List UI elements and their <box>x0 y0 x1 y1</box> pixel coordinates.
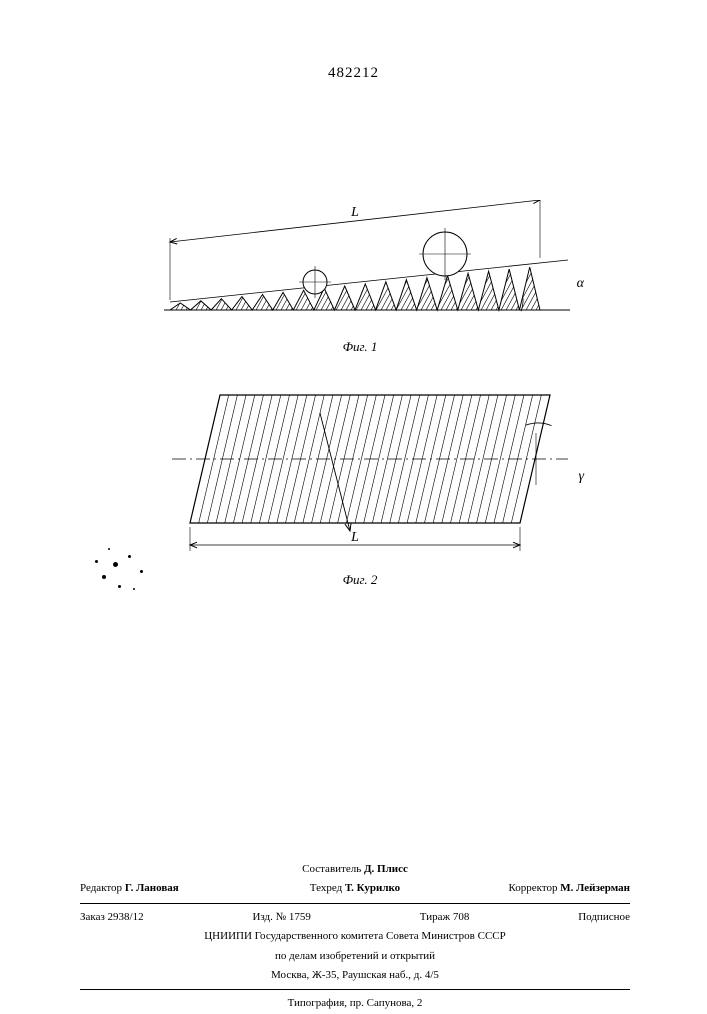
org-line-1: ЦНИИПИ Государственного комитета Совета … <box>80 927 630 946</box>
techred-label: Техред <box>310 882 342 894</box>
compiler-line: Составитель Д. Плисс <box>80 860 630 879</box>
page-root: 482212 L α Фиг. 1 L γ Фиг. 2 Составитель… <box>0 0 707 1000</box>
pubinfo-row: Заказ 2938/12 Изд. № 1759 Тираж 708 Подп… <box>80 908 630 927</box>
editor-cell: Редактор Г. Лановая <box>80 881 263 896</box>
rule-1 <box>80 903 630 904</box>
rule-2 <box>80 989 630 990</box>
figure-2: L γ <box>140 373 580 568</box>
order-number: Заказ 2938/12 <box>80 910 144 925</box>
techred-name: Т. Курилко <box>345 882 400 894</box>
tirazh-number: Тираж 708 <box>420 910 470 925</box>
printer-line: Типография, пр. Сапунова, 2 <box>80 994 630 1013</box>
figure-2-caption: Фиг. 2 <box>140 572 580 588</box>
compiler-name: Д. Плисс <box>364 863 408 875</box>
editor-label: Редактор <box>80 882 122 894</box>
org-address: Москва, Ж-35, Раушская наб., д. 4/5 <box>80 966 630 985</box>
figure-1-caption: Фиг. 1 <box>140 339 580 355</box>
compiler-label: Составитель <box>302 863 361 875</box>
footer-block: Составитель Д. Плисс Редактор Г. Лановая… <box>80 860 630 1014</box>
techred-cell: Техред Т. Курилко <box>263 881 446 896</box>
figure-1-svg: L <box>140 200 580 330</box>
podpisnoe-label: Подписное <box>578 910 630 925</box>
figure-2-svg: L <box>140 373 580 563</box>
figures-block: L α Фиг. 1 L γ Фиг. 2 <box>140 200 580 606</box>
angle-alpha-label: α <box>577 276 584 292</box>
svg-text:L: L <box>350 205 359 220</box>
corrector-name: М. Лейзерман <box>560 882 630 894</box>
svg-text:L: L <box>350 530 359 545</box>
angle-gamma-label: γ <box>578 469 584 485</box>
izd-number: Изд. № 1759 <box>252 910 310 925</box>
corrector-label: Корректор <box>508 882 557 894</box>
figure-1: L α <box>140 200 580 335</box>
org-line-2: по делам изобретений и открытий <box>80 947 630 966</box>
patent-number: 482212 <box>0 65 707 82</box>
staff-row: Редактор Г. Лановая Техред Т. Курилко Ко… <box>80 879 630 898</box>
editor-name: Г. Лановая <box>125 882 179 894</box>
corrector-cell: Корректор М. Лейзерман <box>447 881 630 896</box>
